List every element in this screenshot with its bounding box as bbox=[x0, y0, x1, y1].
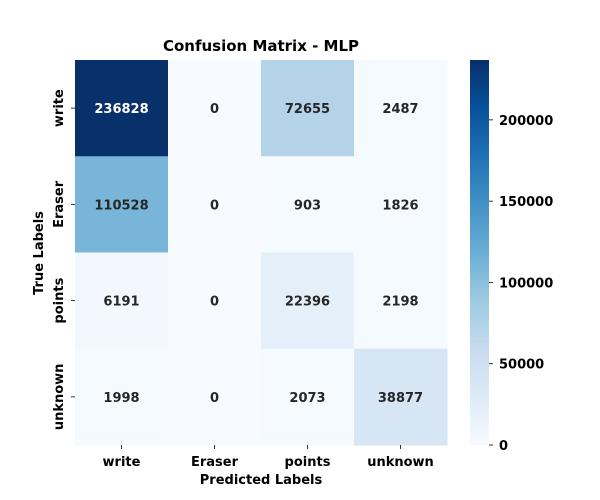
heatmap-cell-label: 0 bbox=[210, 198, 219, 213]
colorbar-tick-label: 200000 bbox=[499, 114, 553, 129]
heatmap-cell bbox=[168, 348, 262, 446]
heatmap-cell bbox=[75, 156, 169, 253]
heatmap-cell-label: 236828 bbox=[94, 102, 148, 117]
heatmap-cell-label: 110528 bbox=[94, 198, 148, 213]
heatmap-cell bbox=[168, 252, 262, 350]
heatmap-cell-label: 72655 bbox=[285, 102, 330, 117]
heatmap-cell bbox=[75, 252, 169, 350]
colorbar bbox=[470, 60, 489, 445]
heatmap-cell-label: 22396 bbox=[285, 295, 330, 310]
colorbar-ticks: 0 50000 100000 150000 200000 bbox=[489, 114, 553, 454]
heatmap-cell bbox=[168, 156, 262, 253]
x-tick-label: write bbox=[103, 455, 141, 470]
heatmap-cell bbox=[354, 60, 448, 157]
heatmap-cell-label: 38877 bbox=[378, 391, 423, 406]
heatmap-cell-label: 1826 bbox=[382, 198, 418, 213]
heatmap-cell bbox=[261, 156, 355, 253]
heatmap-cell-label: 2073 bbox=[289, 391, 325, 406]
colorbar-tick-label: 50000 bbox=[499, 358, 544, 373]
colorbar-tick-label: 0 bbox=[499, 439, 508, 454]
heatmap-cell-label: 0 bbox=[210, 295, 219, 310]
heatmap-cell-label: 1998 bbox=[103, 391, 139, 406]
heatmap-cell-label: 903 bbox=[294, 198, 321, 213]
x-tick-label: Eraser bbox=[191, 455, 239, 470]
heatmap-cells bbox=[75, 60, 448, 446]
heatmap-cell bbox=[354, 156, 448, 253]
heatmap-cell bbox=[354, 348, 448, 446]
heatmap-cell bbox=[75, 60, 169, 157]
heatmap-cell bbox=[261, 60, 355, 157]
colorbar-tick-label: 100000 bbox=[499, 276, 553, 291]
heatmap-cell bbox=[168, 60, 262, 157]
heatmap-cell bbox=[354, 252, 448, 350]
y-tick-label: points bbox=[52, 277, 67, 323]
x-tick-label: unknown bbox=[367, 455, 434, 470]
x-axis-title: Predicted Labels bbox=[200, 473, 323, 488]
heatmap-cell-labels: 236828 0 72655 2487 110528 0 903 1826 6191 0 22396… bbox=[94, 102, 423, 406]
heatmap-cell-label: 6191 bbox=[103, 295, 139, 310]
x-tick-label: points bbox=[285, 455, 331, 470]
heatmap-cell-label: 0 bbox=[210, 102, 219, 117]
heatmap-cell-label: 2487 bbox=[382, 102, 418, 117]
y-tick-label: unknown bbox=[52, 364, 67, 431]
y-axis-title: True Labels bbox=[32, 211, 47, 295]
colorbar-tick-label: 150000 bbox=[499, 195, 553, 210]
heatmap-cell bbox=[261, 252, 355, 350]
x-axis-ticks: write Eraser points unknown bbox=[103, 445, 434, 470]
y-tick-label: write bbox=[52, 89, 67, 127]
heatmap-cell bbox=[75, 348, 169, 446]
heatmap-cell-label: 2198 bbox=[382, 295, 418, 310]
heatmap-cell bbox=[261, 348, 355, 446]
y-axis-ticks: write Eraser points unknown bbox=[52, 89, 75, 430]
chart-title: Confusion Matrix - MLP bbox=[163, 37, 359, 55]
y-tick-label: Eraser bbox=[52, 180, 67, 228]
heatmap-cell-label: 0 bbox=[210, 391, 219, 406]
